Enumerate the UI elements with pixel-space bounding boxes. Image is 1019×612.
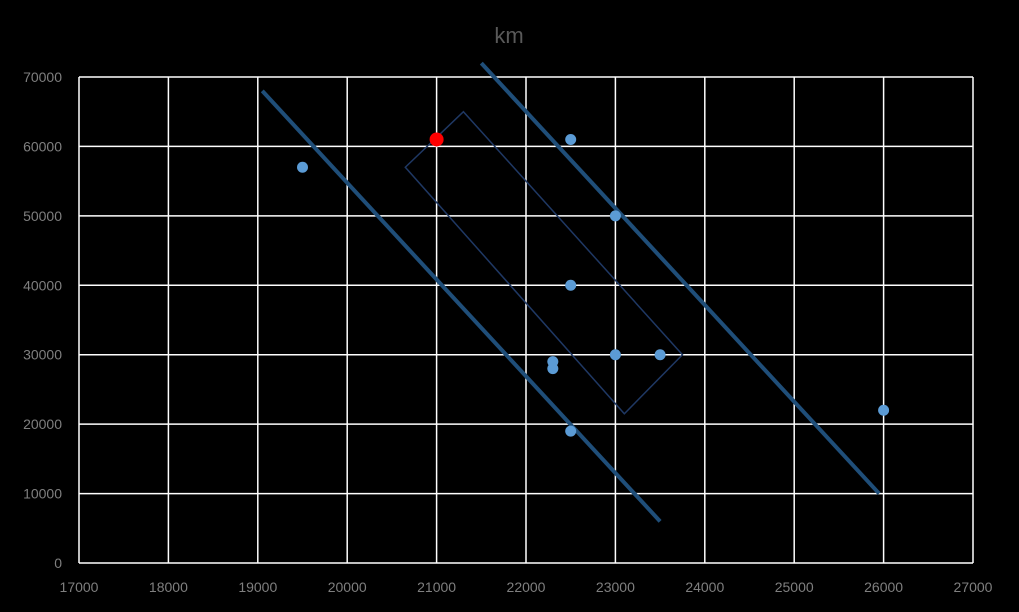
data-point — [297, 161, 308, 173]
y-tick-label: 40000 — [23, 277, 62, 293]
y-tick-label: 10000 — [23, 486, 62, 502]
x-tick-label: 26000 — [864, 579, 903, 595]
trend-line — [260, 89, 662, 523]
x-tick-label: 20000 — [328, 579, 367, 595]
y-tick-label: 60000 — [23, 138, 62, 154]
trend-line — [479, 61, 881, 495]
x-tick-label: 27000 — [954, 579, 993, 595]
tick-labels: 17000 18000 19000 20000 21000 22000 23000 24000… — [23, 69, 993, 595]
y-tick-label: 30000 — [23, 347, 62, 363]
data-point — [565, 425, 577, 437]
x-tick-label: 22000 — [507, 579, 546, 595]
data-point — [878, 404, 890, 416]
gridlines — [78, 76, 974, 564]
x-tick-label: 24000 — [685, 579, 724, 595]
chart-title: km — [494, 23, 523, 48]
data-point — [609, 210, 621, 222]
data-point — [609, 349, 621, 361]
y-tick-label: 70000 — [23, 69, 62, 85]
x-tick-label: 23000 — [596, 579, 635, 595]
data-point — [565, 133, 577, 145]
data-points — [297, 132, 890, 437]
highlight-point — [429, 132, 444, 147]
x-tick-label: 21000 — [417, 579, 456, 595]
x-tick-label: 18000 — [149, 579, 188, 595]
data-point — [654, 349, 666, 361]
annotations — [260, 61, 881, 523]
y-tick-label: 50000 — [23, 208, 62, 224]
x-tick-label: 19000 — [238, 579, 277, 595]
annotation-box — [404, 110, 684, 415]
x-tick-label: 25000 — [775, 579, 814, 595]
y-tick-label: 20000 — [23, 416, 62, 432]
data-point — [547, 363, 559, 375]
data-point — [565, 279, 577, 291]
x-tick-label: 17000 — [60, 579, 99, 595]
y-tick-label: 0 — [54, 555, 62, 571]
